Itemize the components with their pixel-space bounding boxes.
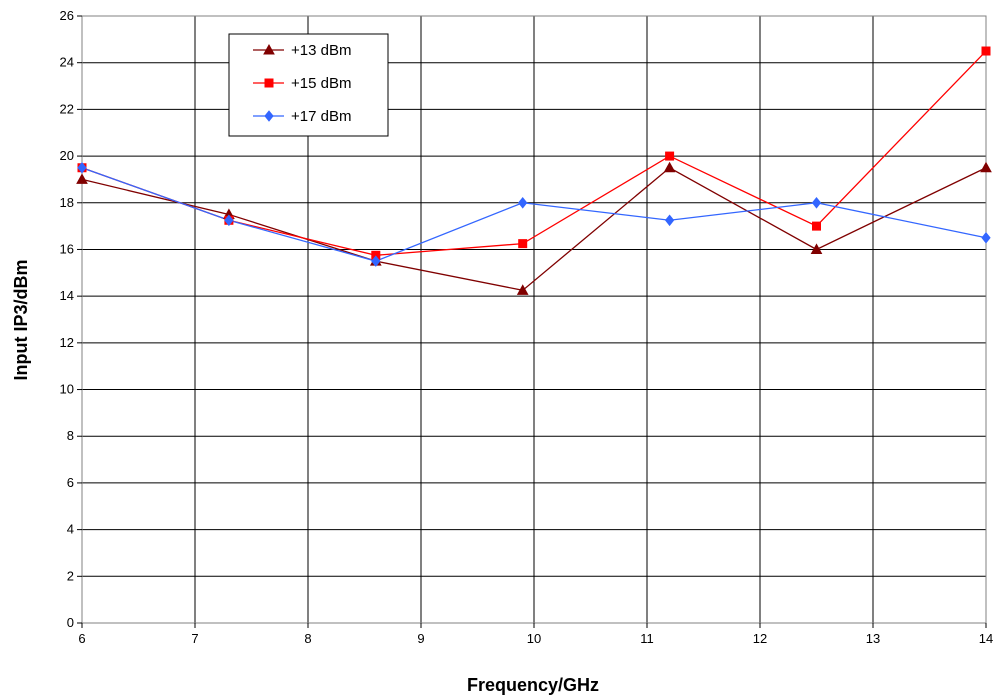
x-tick-label: 9 bbox=[417, 631, 424, 646]
y-tick-label: 18 bbox=[60, 195, 74, 210]
x-tick-label: 11 bbox=[640, 631, 654, 646]
x-tick-label: 12 bbox=[753, 631, 767, 646]
x-axis-title: Frequency/GHz bbox=[467, 675, 599, 695]
x-tick-label: 8 bbox=[304, 631, 311, 646]
legend-label-17dbm: +17 dBm bbox=[291, 108, 351, 125]
legend-box bbox=[228, 33, 389, 137]
data-point-17dbm bbox=[811, 196, 822, 209]
data-point-17dbm bbox=[518, 196, 528, 209]
series-lines bbox=[76, 46, 992, 295]
data-point-15dbm bbox=[812, 221, 821, 231]
y-tick-label: 2 bbox=[67, 568, 74, 583]
legend-label-13dbm: +13 dBm bbox=[291, 42, 351, 59]
x-tick-label: 6 bbox=[78, 631, 85, 646]
y-axis-title: Input IP3/dBm bbox=[11, 260, 31, 381]
data-point-13dbm bbox=[980, 161, 992, 173]
y-tick-label: 10 bbox=[60, 382, 74, 397]
legend-marker-13dbm bbox=[263, 43, 275, 55]
data-point-13dbm bbox=[810, 243, 823, 254]
x-tick-label: 10 bbox=[527, 631, 541, 646]
legend-marker-15dbm bbox=[264, 78, 274, 88]
data-point-17dbm bbox=[371, 255, 381, 267]
data-point-15dbm bbox=[665, 151, 675, 161]
x-tick-label: 13 bbox=[866, 631, 880, 646]
y-tick-label: 8 bbox=[67, 428, 74, 443]
y-tick-label: 20 bbox=[60, 148, 74, 163]
y-tick-label: 16 bbox=[60, 241, 74, 256]
legend-label-15dbm: +15 dBm bbox=[291, 75, 351, 92]
data-point-17dbm bbox=[77, 161, 87, 174]
data-point-13dbm bbox=[663, 161, 676, 173]
y-tick-label: 6 bbox=[67, 475, 74, 490]
data-point-17dbm bbox=[664, 214, 675, 227]
legend: +13 dBm +15 dBm +17 dBm bbox=[228, 33, 389, 137]
y-tick-label: 14 bbox=[60, 288, 74, 303]
x-tick-label: 7 bbox=[191, 631, 198, 646]
y-tick-label: 4 bbox=[67, 522, 74, 537]
data-point-17dbm bbox=[224, 214, 234, 227]
data-point-15dbm bbox=[981, 46, 991, 56]
y-tick-label: 22 bbox=[60, 101, 74, 116]
x-tick-label: 14 bbox=[979, 631, 993, 646]
legend-marker-17dbm bbox=[264, 110, 274, 122]
data-point-15dbm bbox=[518, 239, 528, 249]
y-tick-label: 0 bbox=[67, 615, 74, 630]
y-tick-label: 24 bbox=[60, 55, 74, 70]
data-point-13dbm bbox=[76, 173, 88, 184]
data-point-13dbm bbox=[516, 284, 529, 295]
y-tick-label: 12 bbox=[60, 335, 74, 350]
y-tick-label: 26 bbox=[60, 8, 74, 23]
data-point-17dbm bbox=[981, 231, 991, 244]
